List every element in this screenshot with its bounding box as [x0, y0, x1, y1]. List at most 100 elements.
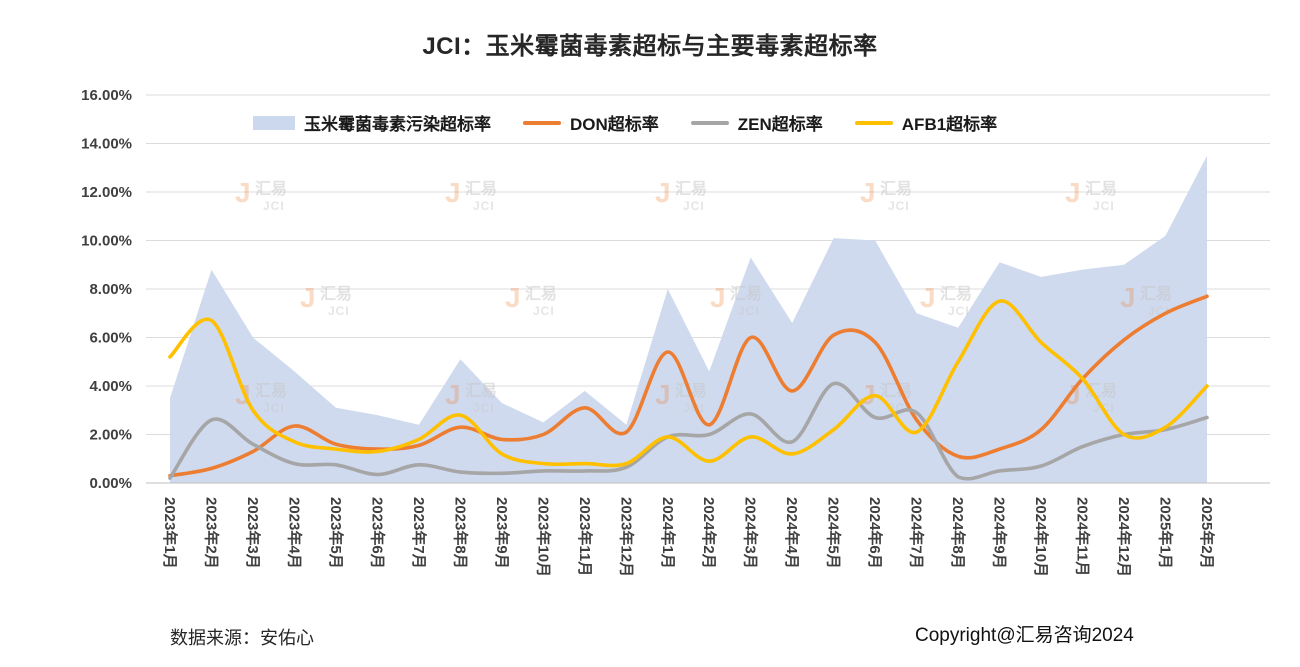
watermark-brand-cn: 汇易 [1140, 285, 1172, 303]
x-tick-label: 2024年3月 [742, 497, 760, 569]
x-tick-label: 2023年8月 [451, 497, 469, 569]
watermark-brand-en: JCI [473, 401, 495, 415]
line-series-2 [168, 381, 1209, 481]
legend-item-zen: ZEN超标率 [690, 110, 823, 135]
watermark-brand-cn: 汇易 [525, 285, 557, 303]
watermark-j-icon: J [1065, 177, 1081, 208]
watermark-brand-en: JCI [263, 401, 285, 415]
watermark-brand-en: JCI [948, 304, 970, 318]
x-tick-label: 2023年4月 [285, 497, 303, 569]
x-tick-label: 2024年8月 [949, 497, 967, 569]
watermark-brand-cn: 汇易 [880, 180, 912, 198]
copyright-label: Copyright@汇易咨询2024 [915, 625, 1134, 646]
legend-item-don: DON超标率 [523, 110, 659, 135]
watermark-brand-cn: 汇易 [1085, 180, 1117, 198]
watermark-j-icon: J [235, 177, 251, 208]
x-tick-label: 2024年11月 [1074, 497, 1092, 576]
x-tick-label: 2023年12月 [617, 497, 635, 577]
legend-label-area: 玉米霉菌毒素污染超标率 [304, 115, 491, 134]
legend-item-afb1: AFB1超标率 [854, 110, 998, 135]
x-tick-label: 2023年6月 [368, 497, 386, 569]
watermark-brand-en: JCI [1093, 199, 1115, 213]
watermark-j-icon: J [710, 282, 726, 313]
watermark-brand-en: JCI [533, 304, 555, 318]
watermark-j-icon: J [300, 282, 316, 313]
watermark-brand-cn: 汇易 [675, 180, 707, 198]
watermark-brand-en: JCI [888, 199, 910, 213]
watermark-brand-cn: 汇易 [255, 382, 287, 400]
watermark-brand-en: JCI [328, 304, 350, 318]
watermark-brand-cn: 汇易 [940, 285, 972, 303]
y-tick-label: 14.00% [81, 136, 132, 153]
watermark-j-icon: J [505, 282, 521, 313]
watermark-brand-en: JCI [263, 199, 285, 213]
watermark-brand-cn: 汇易 [730, 285, 762, 303]
legend-label-afb1: AFB1超标率 [901, 115, 998, 134]
watermark-j-icon: J [655, 177, 671, 208]
x-tick-label: 2024年6月 [866, 497, 884, 569]
line-series-3 [168, 299, 1209, 468]
watermark-j-icon: J [860, 177, 876, 208]
legend-label-don: DON超标率 [570, 115, 659, 134]
x-tick-label: 2025年1月 [1157, 497, 1175, 569]
watermark-j-icon: J [445, 177, 461, 208]
y-tick-label: 12.00% [81, 184, 132, 201]
watermark-brand-cn: 汇易 [465, 180, 497, 198]
y-tick-label: 6.00% [89, 330, 132, 347]
data-source-label: 数据来源：安佑心 [170, 628, 314, 648]
x-tick-label: 2023年2月 [202, 497, 220, 569]
area-series [170, 155, 1207, 483]
x-tick-label: 2024年9月 [991, 497, 1009, 569]
x-tick-label: 2024年12月 [1115, 497, 1133, 577]
chart-title: JCI：玉米霉菌毒素超标与主要毒素超标率 [422, 33, 878, 60]
x-tick-label: 2023年3月 [244, 497, 262, 569]
afb1-series-swatch [854, 120, 893, 125]
x-tick-label: 2024年2月 [700, 497, 718, 569]
x-tick-label: 2023年9月 [493, 497, 511, 569]
x-tick-label: 2023年7月 [410, 497, 428, 569]
x-tick-label: 2025年2月 [1198, 497, 1216, 569]
y-tick-label: 2.00% [89, 427, 132, 444]
watermark-j-icon: J [445, 379, 461, 410]
line-series-1 [168, 294, 1209, 478]
watermark-brand-cn: 汇易 [465, 382, 497, 400]
y-tick-label: 4.00% [89, 378, 132, 395]
watermark-brand-cn: 汇易 [255, 180, 287, 198]
x-tick-label: 2023年5月 [327, 497, 345, 569]
watermark-brand-en: JCI [738, 304, 760, 318]
x-tick-label: 2024年10月 [1032, 497, 1050, 577]
x-tick-label: 2023年1月 [161, 497, 179, 569]
x-tick-label: 2024年7月 [908, 497, 926, 569]
x-tick-label: 2024年1月 [659, 497, 677, 569]
don-series-swatch [523, 120, 561, 125]
y-tick-label: 8.00% [89, 281, 132, 298]
watermark-brand-en: JCI [683, 199, 705, 213]
y-tick-label: 10.00% [81, 233, 132, 250]
x-tick-label: 2024年5月 [825, 497, 843, 569]
legend-label-zen: ZEN超标率 [737, 115, 823, 134]
x-tick-label: 2024年4月 [783, 497, 801, 569]
y-tick-label: 16.00% [81, 87, 132, 104]
x-tick-label: 2023年11月 [576, 497, 594, 576]
watermark-j-icon: J [1120, 282, 1136, 313]
y-tick-label: 0.00% [89, 475, 132, 492]
x-tick-label: 2023年10月 [534, 497, 552, 577]
watermark-brand-cn: 汇易 [320, 285, 352, 303]
watermark-j-icon: J [655, 379, 671, 410]
zen-series-swatch [690, 120, 729, 125]
legend-item-area: 玉米霉菌毒素污染超标率 [253, 110, 491, 135]
